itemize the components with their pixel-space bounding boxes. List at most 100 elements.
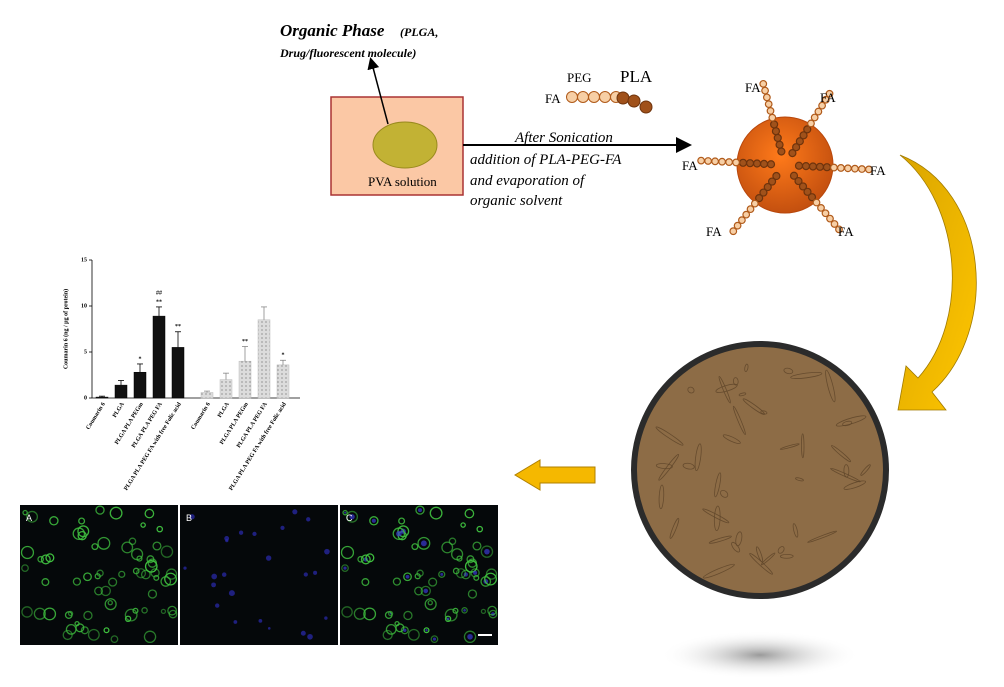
cell-signal — [100, 585, 111, 597]
cell-signal — [62, 629, 73, 641]
cell — [702, 563, 735, 579]
cell-signal — [91, 543, 99, 551]
cell — [694, 443, 702, 472]
chain-bead — [766, 160, 776, 169]
nucleus — [313, 570, 318, 575]
cell-signal — [487, 605, 498, 616]
chain-bead — [807, 119, 815, 128]
chain-bead — [768, 113, 777, 122]
cell — [655, 463, 673, 470]
chain-bead — [808, 162, 818, 171]
chain-bead — [844, 164, 852, 173]
nucleus — [280, 525, 285, 531]
cell-signal — [20, 545, 35, 560]
cell-signal — [361, 578, 370, 587]
chain-bead — [857, 165, 866, 173]
pla-bead — [627, 94, 641, 108]
cell-signal — [411, 543, 419, 551]
chain-bead — [799, 131, 808, 140]
nucleus — [484, 548, 490, 555]
cell-signal — [464, 508, 475, 519]
error-bar — [280, 359, 286, 365]
bar — [200, 392, 214, 399]
cell — [687, 386, 695, 394]
cell-signal — [340, 545, 355, 560]
chain-bead — [742, 210, 751, 219]
cell-signal — [83, 610, 93, 621]
microscopy: A B C — [20, 505, 498, 645]
cell-signal — [80, 626, 89, 635]
cell-signal — [472, 541, 482, 551]
cell-signal — [87, 628, 100, 641]
cell-signal — [67, 610, 74, 617]
nucleus — [189, 514, 195, 520]
peg-label: PEG — [567, 70, 592, 85]
cell-signal — [466, 555, 475, 564]
cell-signal — [33, 607, 47, 620]
chain-bead — [798, 182, 808, 191]
nucleus — [446, 617, 450, 621]
micrograph — [20, 505, 178, 645]
organic-phase-detail: Drug/fluorescent molecule) — [279, 46, 416, 60]
chain-bead — [772, 171, 781, 181]
chain-bead — [755, 193, 764, 203]
cell-signal — [22, 509, 28, 516]
error-bar — [223, 372, 229, 380]
cell-signal — [460, 522, 466, 528]
cell — [760, 552, 776, 566]
cell — [825, 369, 836, 403]
chain-bead — [821, 95, 830, 104]
cell-signal — [441, 541, 454, 554]
cell-signal — [21, 564, 29, 572]
chain-bead — [770, 120, 779, 129]
cell-signal — [415, 505, 425, 515]
cell-signal — [398, 517, 406, 525]
chain-bead — [704, 157, 713, 165]
organic-phase-detail: (PLGA, — [400, 25, 438, 39]
fa-label: FA — [545, 91, 561, 106]
cell-signal — [160, 545, 174, 558]
chain-bead — [738, 216, 746, 225]
process-text: addition of PLA-PEG-FA — [470, 152, 622, 168]
chain-bead — [752, 159, 762, 168]
chain-bead — [864, 165, 873, 174]
error-bar — [137, 363, 143, 373]
micrograph — [340, 505, 498, 645]
cell-signal — [118, 570, 126, 578]
cell-signal — [132, 607, 139, 614]
cell-signal — [463, 630, 477, 644]
chain-bead — [732, 158, 740, 167]
cell-signal — [132, 567, 140, 575]
cell-signal — [78, 517, 86, 525]
cell-signal — [392, 577, 402, 586]
significance: ** — [156, 299, 162, 305]
chain-bead — [789, 171, 799, 180]
chain-bead — [803, 187, 812, 196]
cell — [722, 434, 741, 444]
chain-bead — [762, 93, 771, 102]
cell-signal — [110, 635, 119, 644]
nucleus — [238, 530, 244, 535]
nucleus — [228, 590, 235, 597]
nucleus — [396, 530, 402, 537]
nucleus — [420, 540, 427, 547]
peg-bead — [577, 91, 589, 103]
bar — [114, 384, 128, 399]
polymer: PEG PLA FA — [545, 67, 653, 114]
cell-signal — [109, 506, 123, 520]
chain-bead — [821, 209, 830, 218]
chain-bead — [775, 140, 784, 149]
chain-bead — [788, 149, 797, 158]
cell — [714, 472, 722, 498]
nanoparticle — [697, 79, 873, 236]
pla-label: PLA — [620, 67, 653, 86]
cell-signal — [382, 629, 393, 641]
cell-signal — [104, 598, 117, 611]
cell — [801, 433, 805, 459]
cell — [732, 405, 746, 436]
cell-signal — [72, 527, 86, 541]
organic-phase-title: Organic Phase — [280, 21, 385, 40]
x-tick-label: Coumarin 6 — [190, 402, 211, 431]
cell-signal — [392, 527, 406, 541]
cell — [779, 443, 800, 450]
